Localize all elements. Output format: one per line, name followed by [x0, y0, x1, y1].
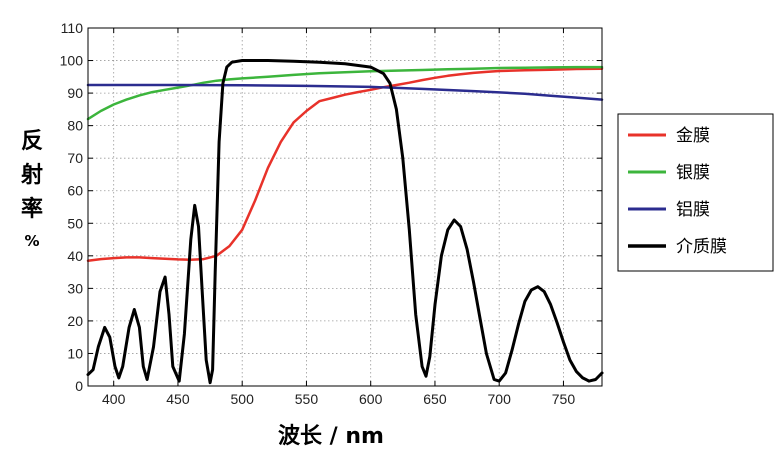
x-tick-label: 650	[423, 391, 447, 407]
y-axis-title-line-3: 率	[21, 196, 43, 222]
y-tick-label: 90	[67, 85, 83, 101]
series-line-3	[86, 83, 604, 101]
x-tick-label: 600	[359, 391, 383, 407]
ticks: 400 450 500 550 600 650 700 750 0 10 20 30 40 50 60 70 8…	[60, 20, 602, 407]
y-axis-title-line-4: %	[24, 232, 39, 250]
y-tick-label: 10	[67, 345, 83, 361]
y-tick-label: 110	[61, 20, 84, 36]
x-tick-label: 450	[166, 391, 190, 407]
x-tick-label: 750	[552, 391, 576, 407]
y-tick-label: 60	[67, 183, 83, 199]
x-tick-label: 550	[295, 391, 319, 407]
legend-label-3: 铝膜	[676, 200, 710, 220]
legend-label-2: 银膜	[676, 163, 710, 183]
plot-area	[88, 28, 602, 386]
x-tick-label: 700	[488, 391, 512, 407]
x-tick-label: 500	[231, 391, 255, 407]
legend-label-1: 金膜	[676, 126, 710, 146]
y-tick-label: 80	[67, 118, 83, 134]
series-group	[86, 59, 604, 385]
y-tick-label: 50	[67, 215, 83, 231]
y-tick-label: 70	[67, 150, 83, 166]
series-line-2	[86, 65, 604, 121]
y-tick-label: 30	[67, 280, 83, 296]
series-line-1	[86, 67, 604, 262]
y-tick-label: 20	[67, 313, 83, 329]
y-axis-title-line-1: 反	[21, 129, 43, 154]
grid	[88, 27, 602, 387]
series-line-4	[86, 59, 604, 385]
y-tick-label: 100	[60, 53, 84, 69]
y-tick-label: 40	[67, 248, 83, 264]
x-tick-label: 400	[102, 391, 126, 407]
y-tick-label: 0	[75, 378, 83, 394]
legend-label-4: 介质膜	[676, 237, 727, 257]
y-axis-title-line-2: 射	[20, 162, 43, 188]
x-axis-title: 波长 / nm	[278, 424, 384, 449]
plot-frame	[87, 27, 603, 387]
